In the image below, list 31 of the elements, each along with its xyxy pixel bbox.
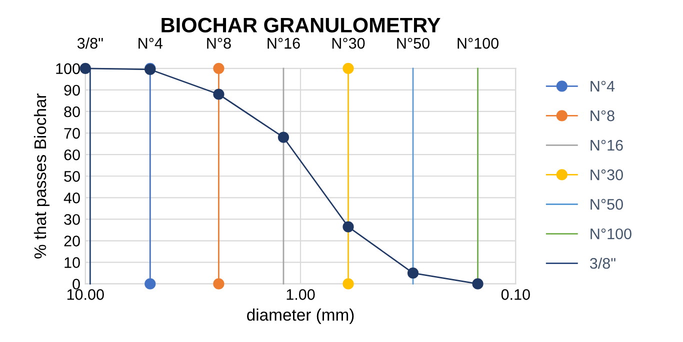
y-tick-label: 50 [64, 171, 80, 182]
y-tick-label: 60 [64, 149, 80, 160]
y-tick-label: 20 [64, 236, 80, 246]
y-tick-label: 70 [64, 128, 80, 139]
y-tick-label: 100 [56, 63, 80, 74]
annotation: N°50 [397, 38, 430, 49]
annotation: N°8 [207, 38, 231, 49]
x-axis-title: diameter (mm) [247, 308, 354, 324]
x-tick-label: 1.00 [286, 289, 315, 300]
annotation: N°100 [458, 38, 498, 49]
legend-label: N°4 [590, 80, 615, 92]
legend-label: 3/8" [590, 258, 616, 269]
annotation: 3/8" [77, 37, 103, 49]
legend-label: N°100 [590, 228, 632, 240]
x-tick-label: 0.10 [501, 289, 530, 300]
y-tick-label: 30 [64, 214, 80, 225]
annotation: N°30 [332, 38, 365, 49]
legend-label: N°50 [590, 198, 623, 210]
y-tick-label: 90 [64, 84, 80, 96]
x-tick-label: 10.00 [67, 289, 104, 300]
legend-label: N°8 [590, 110, 614, 122]
chart-title: BIOCHAR GRANULOMETRY [162, 18, 440, 32]
legend-label: N°16 [590, 140, 623, 151]
y-tick-label: 40 [64, 192, 80, 204]
y-tick-label: 10 [64, 257, 80, 268]
y-tick-label: 80 [64, 106, 80, 118]
legend-label: N°30 [590, 169, 623, 180]
annotation: N°4 [138, 38, 163, 49]
annotation: N°16 [268, 38, 300, 49]
y-tick-label: 0 [72, 278, 80, 290]
y-axis-title: % that passes Biochar [34, 93, 50, 258]
